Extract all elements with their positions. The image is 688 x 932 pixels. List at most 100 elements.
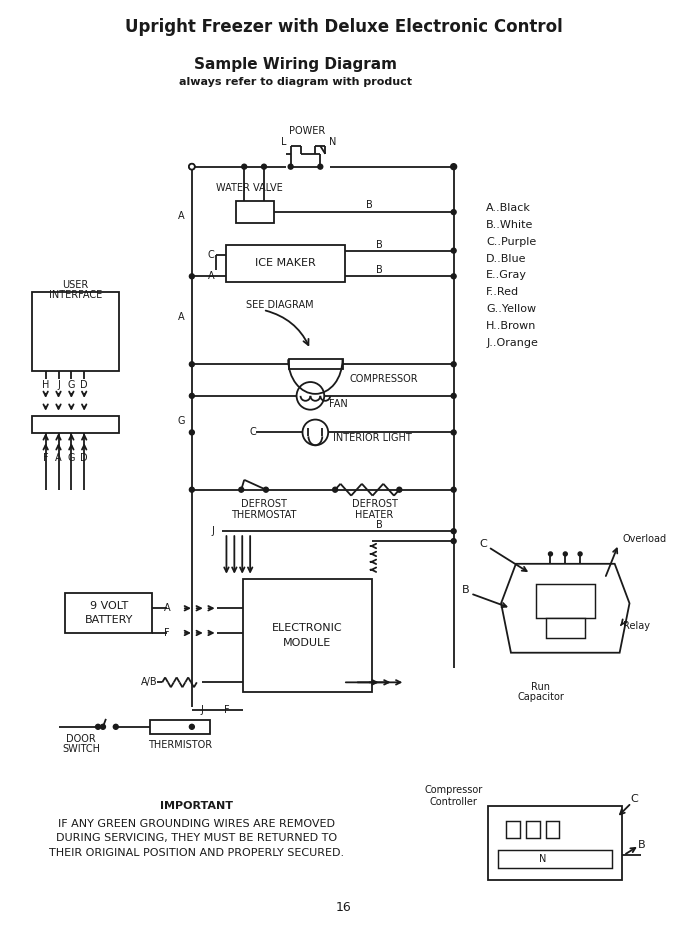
Text: A/B: A/B [140,678,158,687]
Circle shape [563,552,568,555]
Text: F: F [43,453,48,463]
Bar [226,245,345,282]
Text: Upright Freezer with Deluxe Electronic Control: Upright Freezer with Deluxe Electronic C… [125,19,563,36]
Circle shape [451,528,456,534]
Text: E..Gray: E..Gray [486,270,527,281]
Text: G: G [67,453,75,463]
Text: C: C [249,428,256,437]
Circle shape [451,274,456,279]
Text: SEE DIAGRAM: SEE DIAGRAM [246,300,314,310]
Circle shape [548,552,552,555]
Text: J: J [57,380,60,390]
Circle shape [189,393,194,398]
Text: DEFROST
HEATER: DEFROST HEATER [352,499,398,520]
Bar [151,720,210,733]
Circle shape [451,393,456,398]
Text: J: J [200,705,203,715]
Text: J..Orange: J..Orange [486,337,538,348]
Circle shape [332,487,338,492]
Circle shape [397,487,402,492]
Text: D: D [80,453,88,463]
Text: C..Purple: C..Purple [486,237,537,247]
Circle shape [451,539,456,543]
Bar [506,821,520,839]
Bar [289,360,343,369]
Text: DOOR: DOOR [66,733,96,744]
Circle shape [189,724,194,729]
Text: THEIR ORIGINAL POSITION AND PROPERLY SECURED.: THEIR ORIGINAL POSITION AND PROPERLY SEC… [50,848,345,858]
Text: B: B [376,520,383,530]
Text: N: N [539,855,546,864]
Bar [236,201,274,223]
Bar [546,821,559,839]
Circle shape [189,430,194,435]
Text: 16: 16 [336,901,352,914]
Text: D: D [80,380,88,390]
Circle shape [264,487,268,492]
Text: MODULE: MODULE [283,638,332,649]
Circle shape [261,164,266,169]
Bar [546,618,585,637]
Circle shape [114,724,118,729]
Text: C: C [208,250,215,260]
Text: 9 VOLT: 9 VOLT [89,601,128,611]
Text: C: C [631,794,638,804]
Circle shape [288,164,293,169]
Text: N: N [330,137,337,147]
Circle shape [96,724,100,729]
Circle shape [189,487,194,492]
Circle shape [189,362,194,366]
Text: INTERIOR LIGHT: INTERIOR LIGHT [333,433,412,444]
Text: A: A [178,312,185,322]
Circle shape [189,164,195,170]
Text: C: C [480,539,487,549]
Circle shape [451,487,456,492]
Text: B: B [638,841,645,850]
Text: F..Red: F..Red [486,287,519,297]
Circle shape [189,164,195,170]
Text: always refer to diagram with product: always refer to diagram with product [179,76,412,87]
Text: Relay: Relay [623,621,649,631]
Text: SWITCH: SWITCH [62,744,100,754]
Circle shape [451,210,456,214]
Text: BATTERY: BATTERY [85,615,133,625]
Text: H: H [42,380,50,390]
Text: B: B [376,266,383,275]
Text: THERMISTOR: THERMISTOR [148,740,212,749]
Circle shape [189,274,194,279]
Bar [488,806,621,880]
Text: B: B [376,240,383,250]
Bar [244,579,372,692]
Text: DURING SERVICING, THEY MUST BE RETURNED TO: DURING SERVICING, THEY MUST BE RETURNED … [56,833,337,843]
Text: G: G [67,380,75,390]
Text: B: B [462,585,469,596]
Text: J: J [212,527,215,536]
Text: INTERFACE: INTERFACE [49,290,102,300]
Text: Overload: Overload [623,534,667,544]
Circle shape [451,248,456,254]
Text: F: F [164,628,170,637]
Text: Capacitor: Capacitor [517,692,564,702]
Text: ICE MAKER: ICE MAKER [255,258,316,268]
Text: A: A [178,211,185,221]
Text: USER: USER [62,281,89,290]
Text: B: B [366,200,373,211]
Text: FAN: FAN [329,399,348,409]
Text: A: A [164,603,171,613]
Text: B..White: B..White [486,220,534,230]
Circle shape [241,164,247,169]
Text: Sample Wiring Diagram: Sample Wiring Diagram [194,58,397,73]
Text: G: G [178,416,185,426]
Text: Run: Run [531,682,550,692]
Text: H..Brown: H..Brown [486,321,537,331]
Circle shape [451,164,457,170]
Text: IF ANY GREEN GROUNDING WIRES ARE REMOVED: IF ANY GREEN GROUNDING WIRES ARE REMOVED [58,818,335,829]
Text: ELECTRONIC: ELECTRONIC [272,623,343,633]
Text: L: L [281,137,286,147]
Circle shape [318,164,323,169]
Text: G..Yellow: G..Yellow [486,304,537,314]
Bar [32,416,119,433]
Circle shape [100,724,105,729]
Circle shape [451,430,456,435]
Bar [526,821,539,839]
